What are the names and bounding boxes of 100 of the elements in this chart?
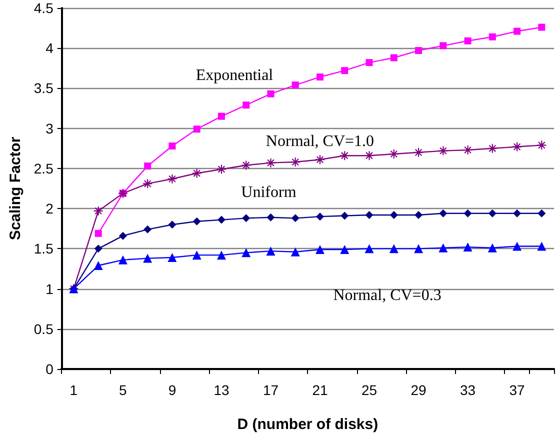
x-tick-label: 21 [312,382,328,398]
y-tick-label: 1.5 [34,240,54,257]
point [290,158,300,167]
point [94,206,103,216]
point [217,216,226,224]
x-tick-label: 33 [460,382,476,398]
point [316,73,324,80]
point [168,142,176,150]
point [414,244,424,254]
point [414,210,423,219]
point [266,246,276,256]
point [488,144,497,153]
point [193,126,200,133]
point [192,217,201,226]
point [464,37,472,44]
point [315,155,324,164]
point [315,244,324,254]
point [143,179,152,188]
point [366,59,373,66]
point [340,244,350,254]
point [365,210,374,219]
y-tick-label: 0 [46,361,54,377]
x-tick-label: 25 [361,382,378,398]
point [440,42,447,50]
point [341,67,348,74]
point [118,255,128,264]
x-tick-label: 17 [262,382,279,398]
point [292,82,299,89]
point [463,145,472,154]
y-tick-label: 4 [46,40,54,56]
point [266,158,276,168]
point [512,142,522,152]
x-axis-title: D (number of disks) [237,416,378,433]
y-tick-label: 4.5 [34,0,54,16]
point [144,162,152,170]
point [168,174,177,184]
point [218,112,225,120]
point [514,28,521,35]
point [168,220,176,229]
point [438,243,448,252]
y-axis-title: Scaling Factor [7,136,24,240]
point [316,212,324,221]
point [364,151,374,160]
x-tick-label: 9 [168,382,176,398]
x-tick-label: 37 [509,382,526,398]
point [118,232,127,240]
point [537,140,546,150]
point [192,250,202,260]
point [488,243,497,252]
point [415,47,422,54]
point [512,242,522,251]
point [94,230,102,237]
point [242,102,250,109]
point [242,214,250,222]
point [488,33,496,40]
series-label: Exponential [196,66,274,84]
series-label: Uniform [241,184,297,201]
point [94,261,103,270]
point [438,146,448,156]
point [340,212,349,220]
point [538,24,546,31]
point [143,254,152,263]
point [266,213,275,222]
point [242,160,251,170]
point [439,209,448,218]
point [144,225,152,234]
point [94,244,102,253]
y-tick-label: 3 [46,120,54,136]
x-tick-label: 5 [119,382,128,398]
y-tick-label: 3.5 [34,80,54,96]
point [291,214,300,222]
point [537,242,546,251]
point [488,209,496,218]
point [168,252,177,262]
y-tick-label: 0.5 [34,320,54,337]
point [242,248,251,258]
point [390,54,398,62]
point [464,209,472,218]
y-tick-label: 2 [46,200,54,217]
y-tick-label: 1 [46,280,54,297]
x-tick-label: 1 [70,382,78,398]
x-tick-label: 13 [214,382,230,398]
point [513,209,522,218]
point [414,148,424,157]
x-tick-label: 29 [410,382,427,398]
point [340,151,350,160]
point [216,164,226,174]
point [389,150,398,159]
point [538,209,546,218]
point [267,90,274,98]
point [290,247,300,256]
point [216,250,226,260]
point [390,210,398,219]
point [192,168,202,178]
y-tick-label: 2.5 [34,160,54,176]
series-label: Normal, CV=1.0 [266,133,374,150]
point [463,242,472,252]
point [389,244,398,254]
point [364,244,374,254]
text: Normal, CV=0.3 [333,287,442,304]
